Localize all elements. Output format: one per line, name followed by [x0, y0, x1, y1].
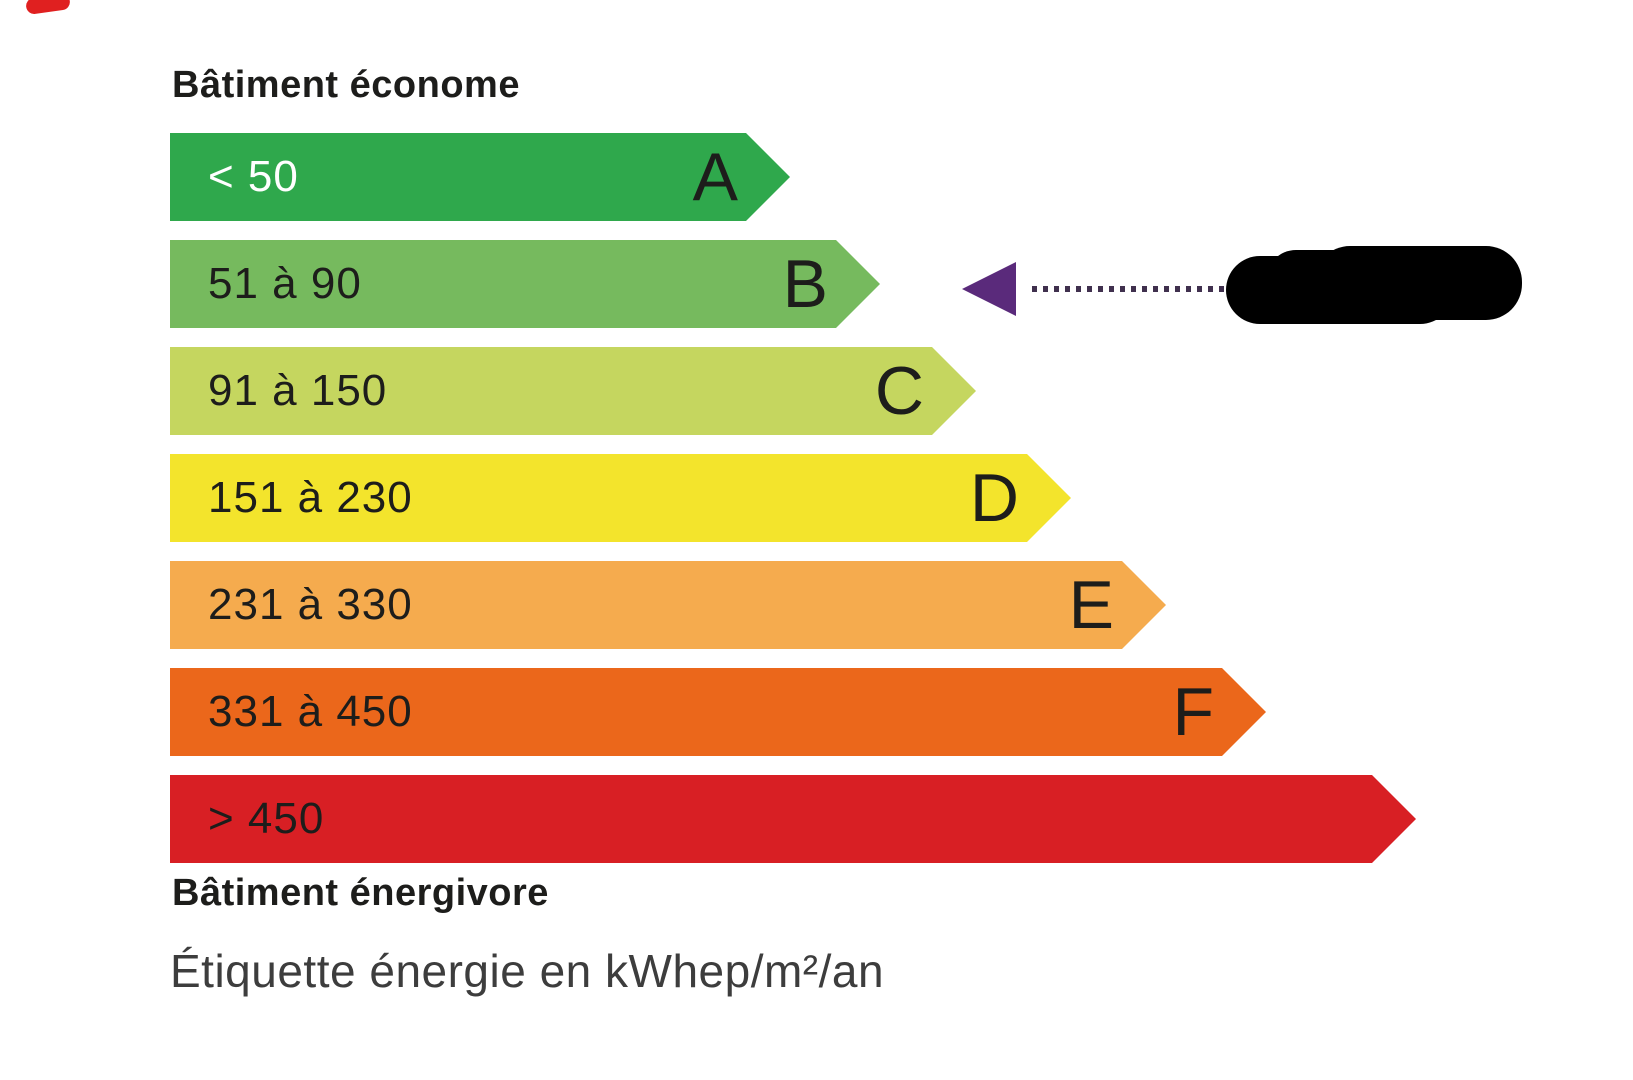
energy-class-bar: < 50 A	[170, 133, 790, 221]
energy-class-row-D: 151 à 230 D	[170, 454, 1416, 542]
class-range-label: < 50	[208, 152, 299, 201]
energy-scale: < 50 A 51 à 90 B 91 à 150 C 151 à 230 D …	[170, 133, 1416, 882]
indicator-dotted-line	[1032, 286, 1224, 292]
class-letter: C	[874, 353, 924, 429]
energy-class-bar: 91 à 150 C	[170, 347, 976, 435]
class-range-label: 331 à 450	[208, 687, 413, 736]
class-letter: A	[692, 139, 738, 215]
class-range-label: 151 à 230	[208, 473, 413, 522]
class-letter: F	[1172, 674, 1214, 750]
energy-class-bar: 151 à 230 D	[170, 454, 1071, 542]
energy-class-bar: 51 à 90 B	[170, 240, 880, 328]
energy-label-caption: Étiquette énergie en kWhep/m²/an	[170, 945, 885, 997]
energy-class-row-E: 231 à 330 E	[170, 561, 1416, 649]
energy-class-row-F: 331 à 450 F	[170, 668, 1416, 756]
selected-class-arrow-icon	[962, 262, 1016, 316]
energy-class-bar: > 450	[170, 775, 1416, 863]
energy-class-row-A: < 50 A	[170, 133, 1416, 221]
energy-class-row-B: 51 à 90 B	[170, 240, 1416, 328]
redacted-value-blob	[1226, 244, 1524, 328]
class-letter: D	[969, 460, 1019, 536]
class-letter: B	[782, 246, 828, 322]
energy-class-bar: 231 à 330 E	[170, 561, 1166, 649]
building-energy-intensive-label: Bâtiment énergivore	[172, 872, 549, 914]
energy-class-bar: 331 à 450 F	[170, 668, 1266, 756]
crop-artifact-mark	[25, 0, 71, 15]
energy-class-row-G: > 450	[170, 775, 1416, 863]
class-range-label: 51 à 90	[208, 259, 362, 308]
class-range-label: 231 à 330	[208, 580, 413, 629]
energy-class-row-C: 91 à 150 C	[170, 347, 1416, 435]
class-range-label: 91 à 150	[208, 366, 388, 415]
building-economical-label: Bâtiment économe	[172, 64, 520, 106]
class-range-label: > 450	[208, 794, 325, 843]
class-letter: E	[1068, 567, 1114, 643]
